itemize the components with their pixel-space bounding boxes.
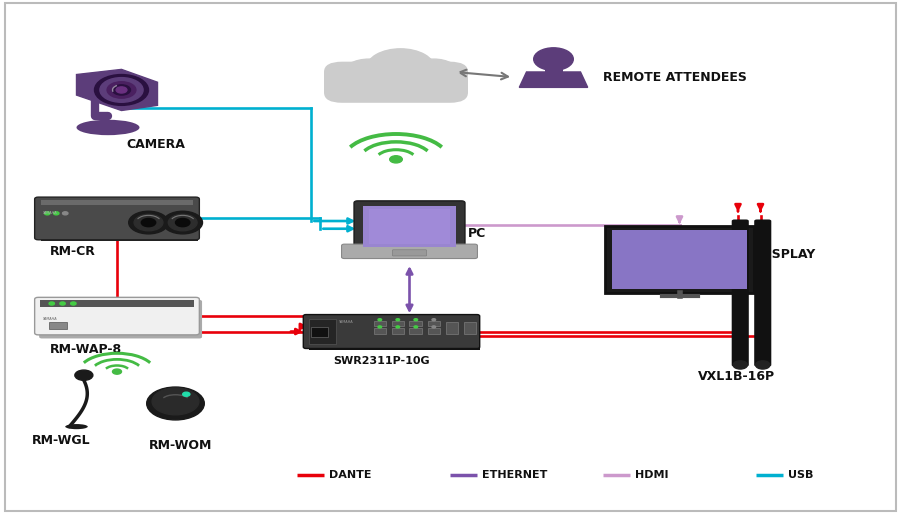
Circle shape	[755, 361, 770, 369]
FancyBboxPatch shape	[309, 319, 480, 350]
Ellipse shape	[76, 120, 140, 135]
Circle shape	[409, 59, 459, 88]
FancyBboxPatch shape	[392, 250, 427, 256]
FancyBboxPatch shape	[544, 67, 562, 72]
Text: HDMI: HDMI	[635, 470, 669, 481]
Circle shape	[75, 370, 93, 380]
FancyBboxPatch shape	[374, 328, 386, 334]
Circle shape	[50, 302, 55, 305]
Circle shape	[168, 214, 197, 231]
Text: DANTE: DANTE	[329, 470, 372, 481]
Text: USB: USB	[788, 470, 814, 481]
Circle shape	[116, 87, 127, 93]
Circle shape	[54, 212, 59, 215]
FancyBboxPatch shape	[35, 197, 200, 240]
FancyBboxPatch shape	[35, 297, 200, 335]
Text: RM-WGL: RM-WGL	[32, 434, 90, 447]
Text: YAMAHA: YAMAHA	[338, 320, 353, 324]
Circle shape	[134, 214, 163, 231]
Circle shape	[163, 211, 202, 234]
Polygon shape	[76, 69, 158, 111]
FancyBboxPatch shape	[41, 203, 198, 241]
FancyBboxPatch shape	[342, 244, 477, 259]
FancyBboxPatch shape	[392, 328, 404, 334]
FancyBboxPatch shape	[464, 322, 476, 334]
Text: SWR2311P-10G: SWR2311P-10G	[333, 356, 429, 366]
Text: ETHERNET: ETHERNET	[482, 470, 548, 481]
Ellipse shape	[65, 424, 88, 429]
Circle shape	[70, 302, 76, 305]
Circle shape	[366, 49, 435, 88]
Circle shape	[534, 48, 573, 70]
FancyBboxPatch shape	[732, 219, 749, 366]
FancyBboxPatch shape	[410, 328, 422, 334]
Text: DISPLAY: DISPLAY	[758, 248, 816, 261]
Circle shape	[378, 326, 382, 328]
Circle shape	[390, 156, 402, 163]
Circle shape	[183, 392, 190, 396]
Text: CAMERA: CAMERA	[126, 138, 184, 151]
FancyBboxPatch shape	[605, 226, 754, 293]
FancyBboxPatch shape	[428, 321, 440, 326]
FancyBboxPatch shape	[754, 219, 771, 366]
FancyBboxPatch shape	[428, 328, 440, 334]
Circle shape	[147, 387, 204, 420]
Circle shape	[63, 212, 68, 215]
FancyBboxPatch shape	[410, 321, 422, 326]
FancyBboxPatch shape	[364, 206, 456, 247]
Text: PC: PC	[468, 227, 486, 241]
FancyBboxPatch shape	[324, 62, 468, 103]
Text: YAMAHA: YAMAHA	[43, 317, 58, 321]
Circle shape	[414, 326, 418, 328]
Circle shape	[414, 319, 418, 321]
Text: RM-WOM: RM-WOM	[148, 439, 211, 452]
FancyBboxPatch shape	[40, 300, 202, 338]
Circle shape	[432, 319, 436, 321]
Circle shape	[112, 85, 130, 95]
Circle shape	[107, 82, 136, 98]
Circle shape	[342, 59, 396, 90]
Circle shape	[152, 388, 199, 415]
FancyBboxPatch shape	[355, 201, 464, 251]
Circle shape	[129, 211, 168, 234]
FancyBboxPatch shape	[41, 200, 193, 206]
FancyBboxPatch shape	[40, 300, 194, 306]
Circle shape	[141, 218, 156, 227]
Text: REMOTE ATTENDEES: REMOTE ATTENDEES	[603, 70, 747, 84]
FancyBboxPatch shape	[50, 322, 68, 329]
FancyBboxPatch shape	[446, 322, 458, 334]
FancyBboxPatch shape	[303, 315, 480, 348]
FancyBboxPatch shape	[612, 230, 747, 289]
Polygon shape	[519, 72, 588, 87]
FancyBboxPatch shape	[374, 321, 386, 326]
Text: VXL1B-16P: VXL1B-16P	[698, 370, 775, 383]
Circle shape	[396, 319, 400, 321]
FancyBboxPatch shape	[311, 327, 328, 337]
FancyBboxPatch shape	[369, 209, 451, 244]
FancyBboxPatch shape	[4, 3, 896, 511]
FancyBboxPatch shape	[392, 321, 404, 326]
Circle shape	[733, 361, 747, 369]
Circle shape	[100, 78, 143, 102]
Circle shape	[94, 75, 148, 105]
Circle shape	[396, 326, 400, 328]
Circle shape	[45, 212, 50, 215]
Circle shape	[432, 326, 436, 328]
Text: RM-CR: RM-CR	[50, 245, 95, 258]
FancyBboxPatch shape	[309, 319, 336, 344]
Circle shape	[59, 302, 65, 305]
Circle shape	[378, 319, 382, 321]
Circle shape	[176, 218, 190, 227]
Text: YAMAHA: YAMAHA	[43, 211, 58, 215]
Text: RM-WAP-8: RM-WAP-8	[50, 343, 122, 356]
Circle shape	[112, 369, 122, 374]
